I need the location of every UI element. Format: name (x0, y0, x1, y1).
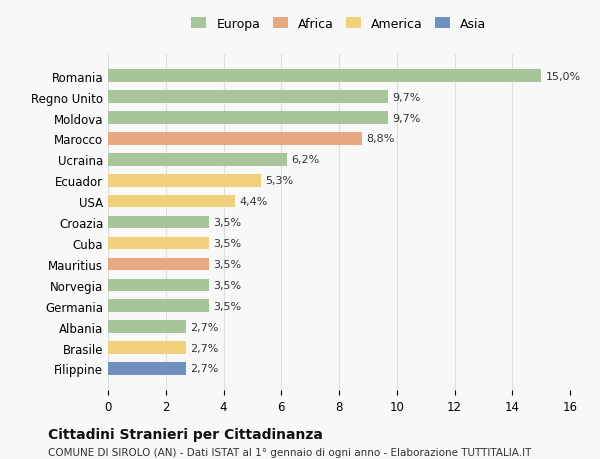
Text: COMUNE DI SIROLO (AN) - Dati ISTAT al 1° gennaio di ogni anno - Elaborazione TUT: COMUNE DI SIROLO (AN) - Dati ISTAT al 1°… (48, 448, 532, 458)
Text: 3,5%: 3,5% (214, 239, 242, 248)
Text: 8,8%: 8,8% (367, 134, 395, 144)
Text: 6,2%: 6,2% (292, 155, 320, 165)
Bar (108, 91, 388, 104)
Text: 3,5%: 3,5% (214, 218, 242, 228)
Bar (108, 133, 362, 146)
Text: 4,4%: 4,4% (239, 197, 268, 207)
Bar (108, 70, 541, 83)
Bar (108, 321, 186, 333)
Text: 5,3%: 5,3% (265, 176, 293, 186)
Text: 2,7%: 2,7% (190, 322, 218, 332)
Bar (108, 258, 209, 271)
Text: Cittadini Stranieri per Cittadinanza: Cittadini Stranieri per Cittadinanza (48, 427, 323, 441)
Bar (108, 174, 261, 187)
Text: 9,7%: 9,7% (392, 92, 421, 102)
Bar (108, 341, 186, 354)
Bar (108, 112, 388, 124)
Bar (108, 216, 209, 229)
Bar (108, 237, 209, 250)
Text: 9,7%: 9,7% (392, 113, 421, 123)
Bar (108, 196, 235, 208)
Text: 3,5%: 3,5% (214, 280, 242, 290)
Legend: Europa, Africa, America, Asia: Europa, Africa, America, Asia (191, 18, 487, 31)
Bar (108, 154, 287, 166)
Text: 2,7%: 2,7% (190, 343, 218, 353)
Bar (108, 279, 209, 291)
Text: 2,7%: 2,7% (190, 364, 218, 374)
Text: 15,0%: 15,0% (545, 72, 581, 82)
Text: 3,5%: 3,5% (214, 259, 242, 269)
Bar (108, 363, 186, 375)
Text: 3,5%: 3,5% (214, 301, 242, 311)
Bar (108, 300, 209, 312)
